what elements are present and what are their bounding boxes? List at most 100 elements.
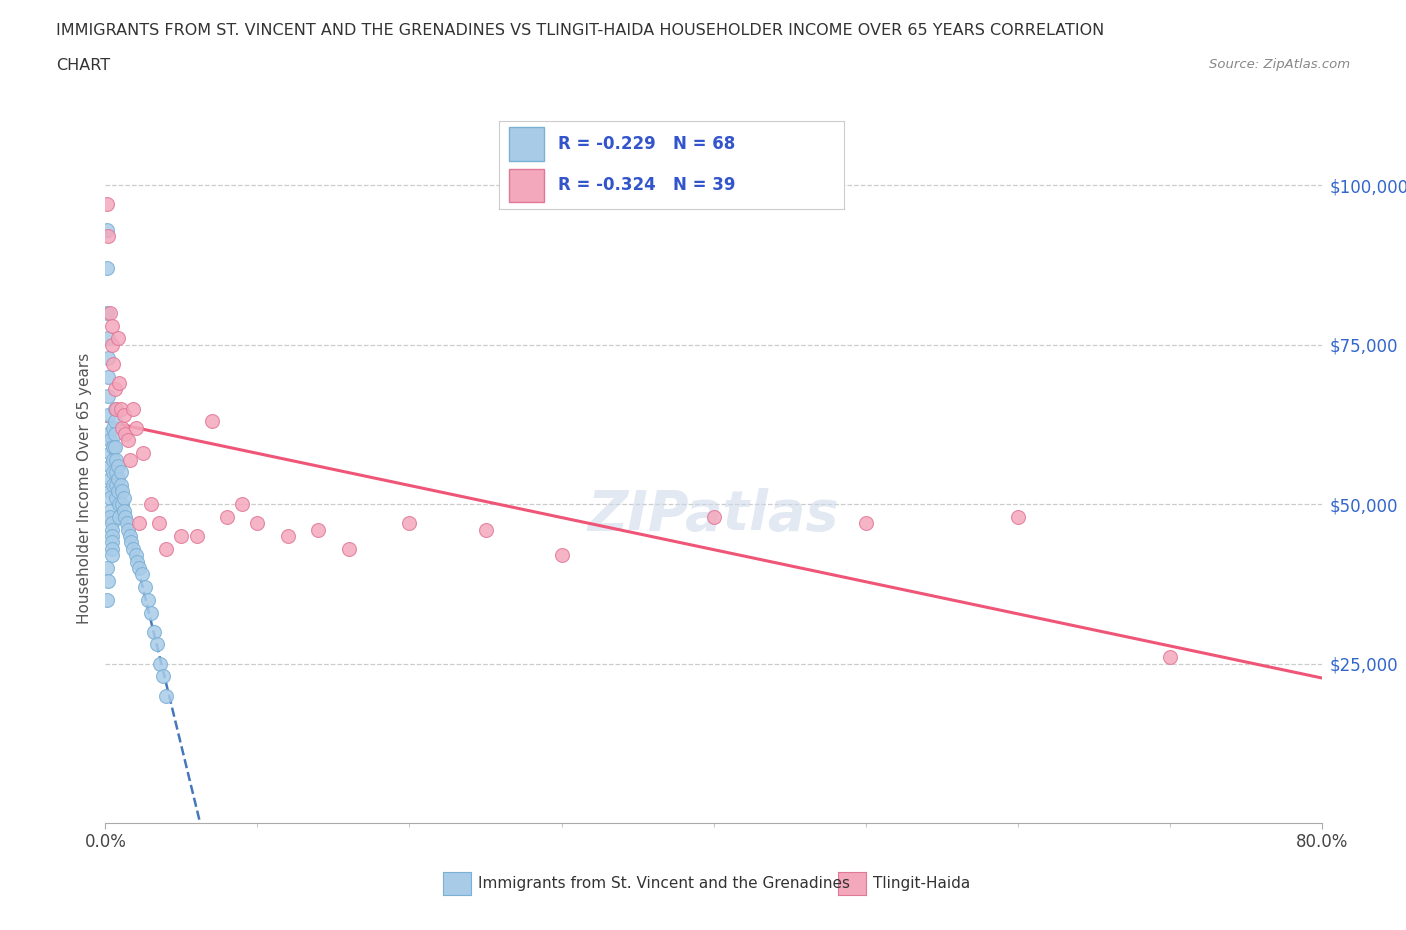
Point	[107, 484, 129, 498]
Point	[100, 523, 122, 538]
Point	[97, 369, 120, 384]
Point	[96, 260, 118, 275]
Text: CHART: CHART	[56, 58, 110, 73]
Point	[112, 490, 135, 505]
Point	[139, 605, 162, 620]
Point	[118, 528, 141, 543]
Point	[100, 528, 122, 543]
Point	[103, 382, 125, 397]
Point	[96, 561, 118, 576]
Point	[115, 516, 138, 531]
Point	[105, 490, 128, 505]
Point	[97, 427, 120, 442]
Point	[98, 490, 121, 505]
Text: R = -0.229   N = 68: R = -0.229 N = 68	[558, 135, 735, 153]
Point	[170, 528, 193, 543]
Point	[1159, 650, 1181, 665]
Point	[125, 420, 148, 435]
Point	[155, 541, 177, 556]
Point	[96, 592, 118, 607]
Point	[103, 401, 125, 416]
Point	[105, 401, 128, 416]
Point	[1007, 510, 1029, 525]
Point	[100, 541, 122, 556]
Point	[101, 452, 124, 467]
Point	[98, 472, 121, 486]
Point	[201, 414, 224, 429]
Point	[98, 445, 121, 460]
Point	[100, 548, 122, 563]
Point	[110, 478, 132, 493]
Point	[855, 516, 877, 531]
Point	[108, 376, 131, 391]
Point	[112, 503, 135, 518]
Point	[110, 401, 132, 416]
Point	[136, 592, 159, 607]
Point	[146, 637, 169, 652]
Point	[103, 427, 125, 442]
Point	[100, 318, 122, 333]
Point	[108, 497, 131, 512]
Point	[155, 688, 177, 703]
Point	[148, 516, 170, 531]
Point	[149, 657, 172, 671]
Text: Immigrants from St. Vincent and the Grenadines: Immigrants from St. Vincent and the Gren…	[478, 876, 851, 891]
Point	[114, 510, 136, 525]
Point	[120, 535, 142, 550]
Point	[111, 420, 134, 435]
Point	[101, 478, 124, 493]
Point	[127, 554, 149, 569]
Point	[132, 445, 155, 460]
Point	[474, 523, 496, 538]
Point	[98, 503, 121, 518]
Point	[231, 497, 253, 512]
Point	[96, 222, 118, 237]
Text: ZIPatlas: ZIPatlas	[588, 488, 839, 542]
Point	[98, 484, 121, 498]
Point	[337, 541, 360, 556]
Point	[111, 497, 134, 512]
Point	[107, 472, 129, 486]
Point	[128, 561, 150, 576]
Point	[103, 414, 125, 429]
Point	[100, 338, 122, 352]
Point	[217, 510, 239, 525]
Point	[398, 516, 420, 531]
Point	[107, 331, 129, 346]
Bar	[509, 127, 544, 161]
Y-axis label: Householder Income Over 65 years: Householder Income Over 65 years	[77, 352, 93, 624]
Point	[152, 669, 174, 684]
Point	[101, 356, 124, 371]
Point	[114, 427, 136, 442]
Point	[117, 433, 139, 448]
Point	[117, 523, 139, 538]
Point	[103, 439, 125, 454]
Point	[277, 528, 299, 543]
Point	[98, 305, 121, 320]
Point	[307, 523, 329, 538]
Point	[143, 624, 166, 639]
Point	[105, 452, 128, 467]
Point	[98, 510, 121, 525]
Bar	[509, 168, 544, 202]
Point	[105, 478, 128, 493]
Point	[97, 331, 120, 346]
Point	[101, 420, 124, 435]
Point	[246, 516, 269, 531]
Text: R = -0.324   N = 39: R = -0.324 N = 39	[558, 177, 735, 194]
Point	[97, 573, 120, 588]
Point	[105, 465, 128, 480]
Point	[97, 407, 120, 422]
Point	[108, 510, 131, 525]
Point	[107, 458, 129, 473]
Point	[100, 535, 122, 550]
Text: Source: ZipAtlas.com: Source: ZipAtlas.com	[1209, 58, 1350, 71]
Point	[134, 579, 156, 594]
Point	[128, 516, 150, 531]
Point	[97, 229, 120, 244]
Point	[186, 528, 208, 543]
Point	[96, 305, 118, 320]
Point	[96, 197, 118, 212]
Point	[702, 510, 725, 525]
Point	[97, 350, 120, 365]
